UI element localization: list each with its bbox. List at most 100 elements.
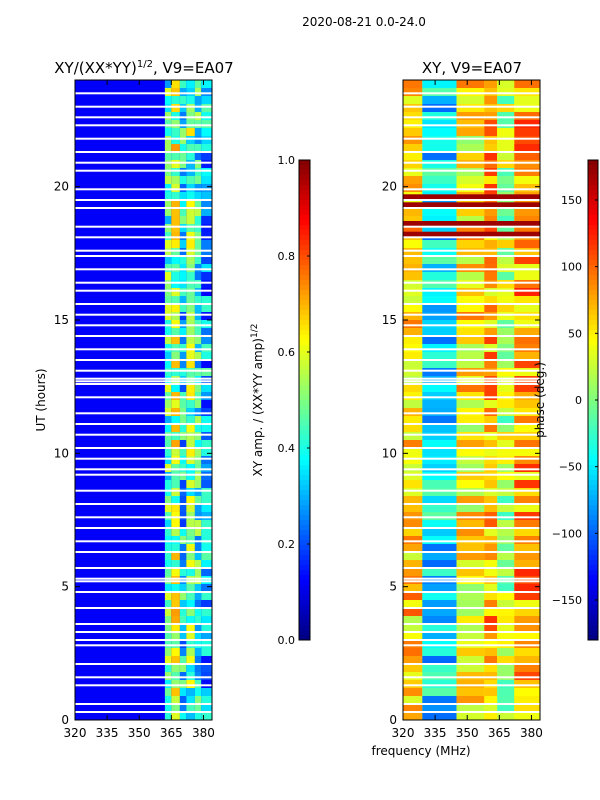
colorbar-swatch — [588, 455, 598, 461]
right-heatmap-cell — [497, 488, 515, 497]
right-heatmap-cell — [484, 224, 498, 233]
right-heatmap-cell — [422, 328, 457, 337]
colorbar-swatch — [299, 570, 310, 576]
right-heatmap-cell — [497, 256, 515, 265]
right-heatmap-cell — [514, 592, 540, 601]
right-heatmap-cell — [456, 432, 485, 441]
left-heatmap-cell — [171, 464, 180, 473]
right-heatmap-cell — [514, 704, 540, 713]
left-heatmap-cell — [201, 568, 212, 577]
flagged-time-row — [403, 551, 540, 553]
right-heatmap-cell — [497, 360, 515, 369]
left-heatmap-cell — [186, 240, 195, 249]
left-heatmap-cell — [171, 272, 180, 281]
right-heatmap-cell — [403, 264, 423, 273]
right-heatmap-cell — [514, 632, 540, 641]
right-heatmap-cell — [403, 584, 423, 593]
left-heatmap-cell — [186, 264, 195, 273]
left-heatmap-cell — [171, 576, 180, 585]
right-heatmap-cell — [484, 544, 498, 553]
flagged-time-row — [403, 255, 540, 257]
left-heatmap-cell — [164, 328, 172, 337]
flagged-time-row — [403, 489, 540, 492]
left-heatmap-cell — [164, 376, 172, 385]
left-heatmap-cell — [201, 328, 212, 337]
right-heatmap-cell — [514, 656, 540, 665]
left-heatmap-cell — [194, 280, 202, 289]
left-heatmap-cell — [171, 88, 180, 97]
left-heatmap-cell — [194, 240, 202, 249]
left-heatmap-cell — [179, 488, 187, 497]
colorbar-swatch — [588, 240, 598, 246]
flagged-time-row — [75, 225, 212, 228]
right-heatmap-cell — [422, 488, 457, 497]
right-heatmap-cell — [422, 496, 457, 505]
flagged-time-row — [403, 359, 540, 361]
left-heatmap-cell — [179, 656, 187, 665]
right-heatmap-cell — [403, 376, 423, 385]
right-heatmap-cell — [514, 272, 540, 281]
left-heatmap-cell — [179, 672, 187, 681]
right-heatmap-cell — [403, 408, 423, 417]
flagged-time-row — [403, 433, 540, 436]
right-heatmap-cell — [456, 712, 485, 721]
colorbar-swatch — [588, 525, 598, 531]
left-heatmap-cell — [171, 472, 180, 481]
right-heatmap-cell — [403, 680, 423, 689]
right-heatmap-cell — [484, 480, 498, 489]
right-heatmap-cell — [497, 248, 515, 257]
right-heatmap-cell — [422, 504, 457, 513]
colorbar-swatch — [299, 170, 310, 176]
left-heatmap-cell — [164, 104, 172, 113]
right-heatmap-cell — [456, 696, 485, 705]
colorbar-swatch — [588, 620, 598, 626]
right-heatmap-cell — [497, 680, 515, 689]
left-heatmap-cell — [164, 256, 172, 265]
left-heatmap-cell — [186, 232, 195, 241]
right-heatmap-cell — [514, 424, 540, 433]
left-heatmap-cell — [179, 144, 187, 153]
left-heatmap-cell — [186, 80, 195, 89]
left-heatmap-cell — [201, 352, 212, 361]
right-heatmap-cell — [484, 120, 498, 129]
left-heatmap-cell — [201, 336, 212, 345]
colorbar-swatch — [299, 245, 310, 251]
right-heatmap-cell — [484, 688, 498, 697]
right-heatmap-cell — [497, 280, 515, 289]
colorbar-swatch — [588, 615, 598, 621]
right-heatmap-cell — [403, 152, 423, 161]
colorbar-swatch — [588, 625, 598, 631]
left-heatmap-cell — [201, 656, 212, 665]
left-heatmap-cell — [194, 600, 202, 609]
right-heatmap-cell — [497, 440, 515, 449]
left-heatmap-cell — [164, 440, 172, 449]
right-heatmap-cell — [497, 664, 515, 673]
left-heatmap-cell — [171, 544, 180, 553]
colorbar-swatch — [588, 450, 598, 456]
right-heatmap-cell — [422, 528, 457, 537]
right-heatmap-cell — [422, 120, 457, 129]
left-heatmap-cell — [164, 360, 172, 369]
left-heatmap-cell — [171, 664, 180, 673]
left-heatmap-cell — [201, 440, 212, 449]
right-heatmap-cell — [422, 520, 457, 529]
flagged-time-row — [75, 116, 212, 119]
left-heatmap-cell — [171, 672, 180, 681]
right-heatmap-cell — [422, 704, 457, 713]
right-heatmap-cell — [497, 392, 515, 401]
left-heatmap-cell — [186, 712, 195, 721]
left-heatmap-cell — [164, 504, 172, 513]
flagged-time-row — [403, 567, 540, 569]
right-heatmap-cell — [456, 160, 485, 169]
colorbar-swatch — [299, 435, 310, 441]
flagged-time-row — [403, 580, 540, 583]
right-heatmap-cell — [484, 344, 498, 353]
right-heatmap-cell — [403, 440, 423, 449]
right-heatmap-cell — [403, 632, 423, 641]
colorbar-swatch — [299, 505, 310, 511]
right-heatmap-cell — [514, 352, 540, 361]
left-heatmap-cell — [164, 264, 172, 273]
right-heatmap-cell — [403, 416, 423, 425]
left-heatmap-cell — [201, 320, 212, 329]
left-heatmap-cell — [186, 320, 195, 329]
